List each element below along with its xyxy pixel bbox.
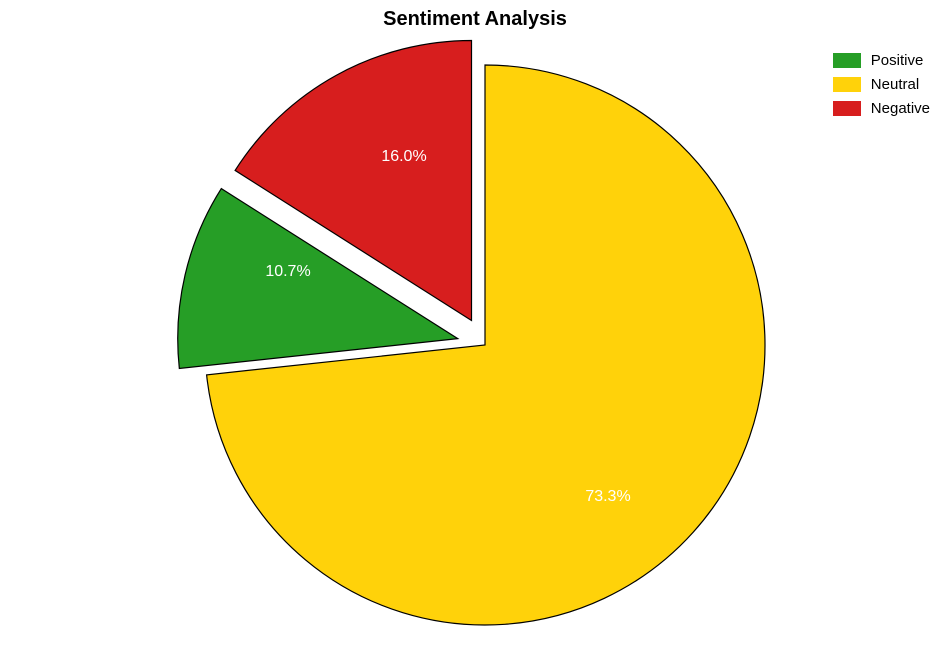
chart-legend: Positive Neutral Negative <box>833 48 930 120</box>
legend-swatch-positive <box>833 53 861 68</box>
legend-item-positive: Positive <box>833 48 930 72</box>
slice-label-negative: 16.0% <box>381 148 426 166</box>
sentiment-pie-chart: Sentiment Analysis Positive Neutral Nega… <box>0 0 950 662</box>
legend-label-positive: Positive <box>871 52 924 69</box>
legend-item-neutral: Neutral <box>833 72 930 96</box>
pie-svg <box>0 0 950 662</box>
legend-swatch-negative <box>833 101 861 116</box>
legend-swatch-neutral <box>833 77 861 92</box>
legend-label-neutral: Neutral <box>871 76 919 93</box>
legend-item-negative: Negative <box>833 96 930 120</box>
slice-label-neutral: 73.3% <box>585 488 630 506</box>
legend-label-negative: Negative <box>871 100 930 117</box>
slice-label-positive: 10.7% <box>265 263 310 281</box>
